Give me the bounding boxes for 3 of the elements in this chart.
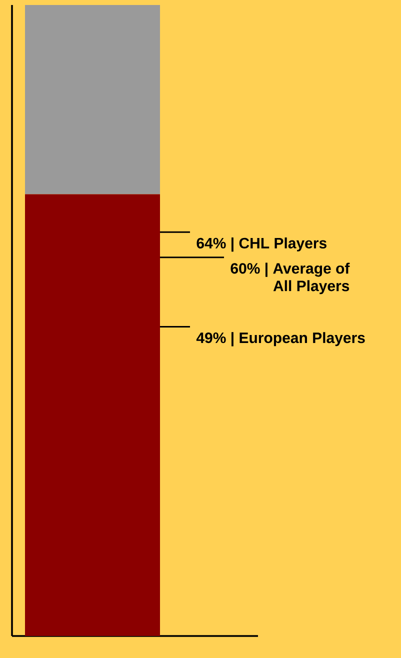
ref-line-label: 64% | CHL Players — [196, 237, 326, 252]
ref-line-label: 60% | Average of All Players — [230, 262, 350, 294]
ref-line-label: 49% | European Players — [196, 332, 365, 346]
